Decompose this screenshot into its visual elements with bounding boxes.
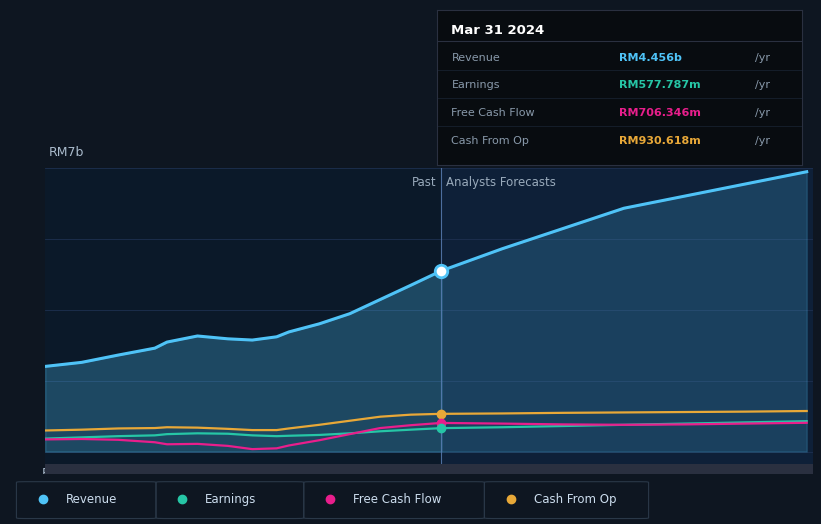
Text: Earnings: Earnings bbox=[205, 493, 257, 506]
Text: RM577.787m: RM577.787m bbox=[620, 81, 701, 91]
Text: Mar 31 2024: Mar 31 2024 bbox=[452, 25, 544, 37]
Text: Revenue: Revenue bbox=[66, 493, 117, 506]
Text: /yr: /yr bbox=[754, 81, 769, 91]
Text: /yr: /yr bbox=[754, 52, 769, 63]
Text: Analysts Forecasts: Analysts Forecasts bbox=[446, 176, 556, 189]
Text: /yr: /yr bbox=[754, 108, 769, 118]
Text: Cash From Op: Cash From Op bbox=[452, 136, 530, 146]
Text: Free Cash Flow: Free Cash Flow bbox=[353, 493, 442, 506]
Bar bbox=[441, 168, 813, 464]
Text: RM706.346m: RM706.346m bbox=[620, 108, 701, 118]
Text: Free Cash Flow: Free Cash Flow bbox=[452, 108, 535, 118]
Text: /yr: /yr bbox=[754, 136, 769, 146]
Text: RM930.618m: RM930.618m bbox=[620, 136, 701, 146]
Text: Revenue: Revenue bbox=[452, 52, 500, 63]
Text: Past: Past bbox=[411, 176, 436, 189]
Bar bbox=[45, 168, 441, 464]
Text: RM0: RM0 bbox=[41, 467, 69, 479]
Text: Earnings: Earnings bbox=[452, 81, 500, 91]
Text: RM4.456b: RM4.456b bbox=[620, 52, 682, 63]
Text: Cash From Op: Cash From Op bbox=[534, 493, 616, 506]
Text: RM7b: RM7b bbox=[49, 146, 85, 159]
